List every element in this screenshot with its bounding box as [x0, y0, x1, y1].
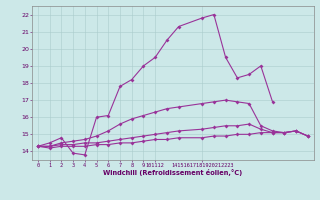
X-axis label: Windchill (Refroidissement éolien,°C): Windchill (Refroidissement éolien,°C) [103, 169, 243, 176]
